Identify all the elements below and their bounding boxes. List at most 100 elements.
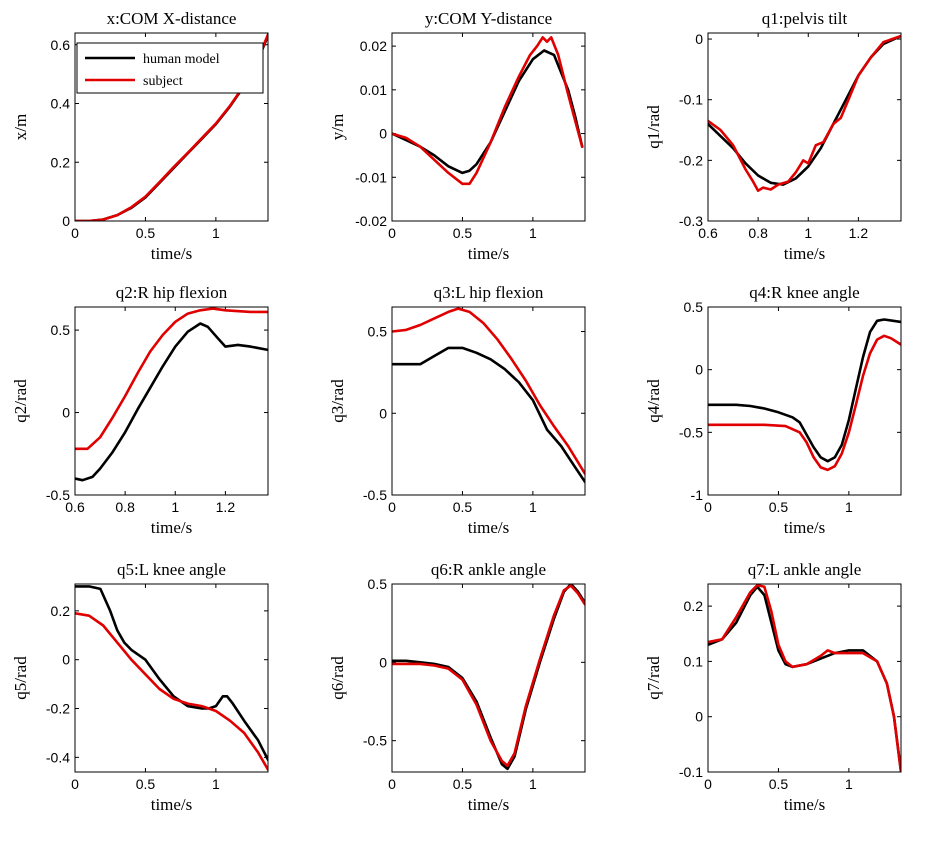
chart-title: y:COM Y-distance — [425, 9, 552, 28]
x-tick-label: 0 — [388, 499, 396, 515]
chart-panel-1: x:COM X-distance 0 0.5 1 0 0.2 0.4 0.6 time/s x/m… — [11, 9, 269, 263]
series-line-subject — [392, 584, 585, 767]
chart-panel-4: q2:R hip flexion 0.6 0.8 1 1.2 -0.5 0 0.5 time/s… — [11, 283, 269, 537]
x-tick-label: 1 — [804, 225, 812, 241]
chart-title: q6:R ankle angle — [431, 560, 546, 579]
y-tick-label: 0.02 — [360, 38, 387, 54]
legend: human model subject — [76, 42, 264, 94]
chart-title: x:COM X-distance — [107, 9, 237, 28]
x-axis-label: time/s — [468, 518, 510, 537]
y-tick-label: -0.4 — [46, 749, 70, 765]
x-tick-label: 0 — [704, 776, 712, 792]
chart-panel-7: q5:L knee angle 0 0.5 1 -0.4 -0.2 0 0.2 time/s q5… — [11, 560, 269, 814]
y-axis-label: x/m — [11, 114, 30, 140]
plot-frame — [391, 306, 586, 496]
x-tick-label: 0.5 — [769, 499, 789, 515]
series-line-human-model — [392, 49, 584, 175]
y-tick-label: -0.2 — [46, 701, 70, 717]
y-tick-label: 0.5 — [368, 576, 388, 592]
y-axis-label: q1/rad — [644, 105, 663, 149]
y-axis-label: q4/rad — [644, 379, 663, 423]
y-tick-label: 0.5 — [51, 322, 71, 338]
plot-frame — [707, 583, 902, 773]
plot-frame — [74, 583, 269, 773]
x-tick-label: 0.5 — [136, 776, 156, 792]
y-tick-label: 0.2 — [51, 154, 71, 170]
y-tick-label: -1 — [691, 487, 704, 503]
y-tick-label: -0.1 — [679, 92, 703, 108]
y-tick-label: -0.01 — [355, 169, 387, 185]
y-axis-label: q2/rad — [11, 379, 30, 423]
series-line-subject — [392, 307, 585, 475]
x-axis-label: time/s — [468, 795, 510, 814]
x-axis-label: time/s — [151, 518, 193, 537]
x-tick-label: 0.6 — [65, 499, 85, 515]
plot-frame — [707, 32, 902, 222]
chart-title: q3:L hip flexion — [434, 283, 544, 302]
y-tick-label: 0 — [695, 31, 703, 47]
x-tick-label: 0.5 — [453, 776, 473, 792]
x-tick-label: 0.5 — [453, 499, 473, 515]
series-line-human-model — [75, 322, 268, 482]
x-tick-label: 0 — [704, 499, 712, 515]
y-tick-label: -0.5 — [363, 733, 387, 749]
chart-panel-3: q1:pelvis tilt 0.6 0.8 1 1.2 -0.3 -0.2 -0.1 0 tim… — [644, 9, 902, 263]
y-tick-label: -0.1 — [679, 764, 703, 780]
y-axis-label: y/m — [328, 114, 347, 140]
plot-frame — [391, 583, 586, 773]
x-tick-label: 0.8 — [748, 225, 768, 241]
x-tick-label: 0.8 — [115, 499, 135, 515]
x-tick-label: 1 — [845, 499, 853, 515]
y-tick-label: 0 — [62, 652, 70, 668]
x-tick-label: 0 — [71, 776, 79, 792]
chart-title: q4:R knee angle — [749, 283, 859, 302]
y-tick-label: 0 — [695, 709, 703, 725]
plot-frame — [74, 32, 269, 222]
y-tick-label: 0.2 — [684, 598, 704, 614]
y-tick-label: -0.5 — [46, 487, 70, 503]
x-tick-label: 0.5 — [136, 225, 156, 241]
x-axis-label: time/s — [784, 244, 826, 263]
x-axis-label: time/s — [784, 518, 826, 537]
y-tick-label: -0.5 — [363, 487, 387, 503]
y-tick-label: -0.2 — [679, 152, 703, 168]
x-tick-label: 1 — [171, 499, 179, 515]
y-tick-label: 0.4 — [51, 96, 71, 112]
chart-panel-8: q6:R ankle angle 0 0.5 1 -0.5 0 0.5 time/s q6/ra… — [328, 560, 586, 814]
y-axis-label: q3/rad — [328, 379, 347, 423]
x-tick-label: 1 — [529, 499, 537, 515]
y-tick-label: -0.02 — [355, 213, 387, 229]
y-tick-label: 0 — [379, 126, 387, 142]
x-tick-label: 0.5 — [769, 776, 789, 792]
series-line-human-model — [75, 585, 268, 762]
y-tick-label: 0 — [695, 362, 703, 378]
series-line-subject — [708, 34, 901, 192]
x-tick-label: 1 — [212, 225, 220, 241]
series-line-subject — [75, 612, 268, 771]
y-tick-label: -0.3 — [679, 213, 703, 229]
chart-title: q1:pelvis tilt — [762, 9, 848, 28]
legend-label: subject — [143, 74, 183, 89]
legend-box — [76, 42, 264, 94]
x-axis-label: time/s — [468, 244, 510, 263]
x-tick-label: 1 — [529, 776, 537, 792]
y-tick-label: 0.01 — [360, 82, 387, 98]
chart-panel-6: q4:R knee angle 0 0.5 1 -1 -0.5 0 0.5 time/s q4/r… — [644, 283, 902, 537]
y-tick-label: 0.2 — [51, 603, 71, 619]
chart-title: q2:R hip flexion — [116, 283, 228, 302]
chart-panel-2: y:COM Y-distance 0 0.5 1 -0.02 -0.01 0 0.01 0.02… — [328, 9, 586, 263]
y-axis-label: q7/rad — [644, 656, 663, 700]
y-tick-label: 0.1 — [684, 653, 704, 669]
series-line-subject — [708, 584, 901, 772]
y-tick-label: 0 — [62, 405, 70, 421]
x-tick-label: 1 — [529, 225, 537, 241]
x-tick-label: 0 — [388, 225, 396, 241]
plot-frame — [707, 306, 902, 496]
y-tick-label: 0.6 — [51, 37, 71, 53]
x-axis-label: time/s — [151, 795, 193, 814]
series-line-human-model — [708, 318, 901, 463]
plot-frame — [74, 306, 269, 496]
